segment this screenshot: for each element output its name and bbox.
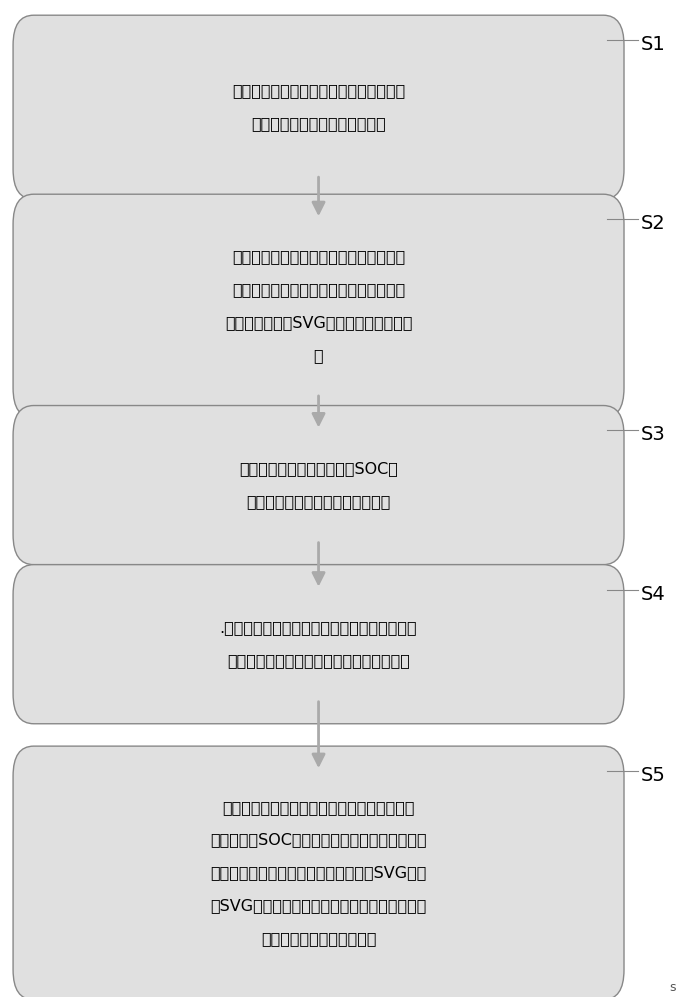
FancyBboxPatch shape	[13, 565, 624, 724]
Text: 、未来光伏发电设备输出功率、以及对SVG模块: 、未来光伏发电设备输出功率、以及对SVG模块	[210, 865, 427, 880]
FancyBboxPatch shape	[13, 15, 624, 199]
FancyBboxPatch shape	[13, 406, 624, 565]
FancyBboxPatch shape	[13, 194, 624, 418]
Text: .实时获取大电网的参数和调度信息，预测未来: .实时获取大电网的参数和调度信息，预测未来	[220, 620, 417, 635]
Text: S5: S5	[641, 766, 666, 785]
Text: s: s	[669, 981, 675, 994]
Text: S1: S1	[641, 35, 666, 54]
Text: 设备的运行数据，并存储数据；: 设备的运行数据，并存储数据；	[251, 116, 386, 131]
Text: 光伏发电设备监控模块实时获取光伏发电: 光伏发电设备监控模块实时获取光伏发电	[232, 83, 406, 98]
FancyBboxPatch shape	[13, 746, 624, 1000]
Text: 预测，实时预测SVG模块的可输出无功功: 预测，实时预测SVG模块的可输出无功功	[225, 315, 412, 330]
Text: S4: S4	[641, 585, 666, 604]
Text: 储能电站与大电网连接点的功率需求、当前蓄: 储能电站与大电网连接点的功率需求、当前蓄	[222, 800, 415, 815]
Text: 电池储能的SOC、当前储能电站内负载功率需求: 电池储能的SOC、当前储能电站内负载功率需求	[210, 833, 427, 848]
Text: 根据光伏发电设备的运行数据，对未来预: 根据光伏发电设备的运行数据，对未来预	[232, 249, 406, 264]
Text: 现电池储能系统的优化控制: 现电池储能系统的优化控制	[261, 931, 376, 946]
Text: S3: S3	[641, 425, 666, 444]
Text: 实时获取电站内负载功率使用情况: 实时获取电站内负载功率使用情况	[246, 494, 391, 509]
Text: 时间内储能电站与大电网连接点的功率需求: 时间内储能电站与大电网连接点的功率需求	[227, 653, 410, 668]
Text: 实时检测获取蓄电池模块的SOC，: 实时检测获取蓄电池模块的SOC，	[239, 461, 398, 476]
Text: 定时刻内的光伏发电设备的输出功率进行: 定时刻内的光伏发电设备的输出功率进行	[232, 282, 406, 297]
Text: S2: S2	[641, 214, 666, 233]
Text: 的SVG模块的可输出无功功率作为约束条件，实: 的SVG模块的可输出无功功率作为约束条件，实	[210, 898, 427, 913]
Text: 率: 率	[313, 348, 323, 363]
